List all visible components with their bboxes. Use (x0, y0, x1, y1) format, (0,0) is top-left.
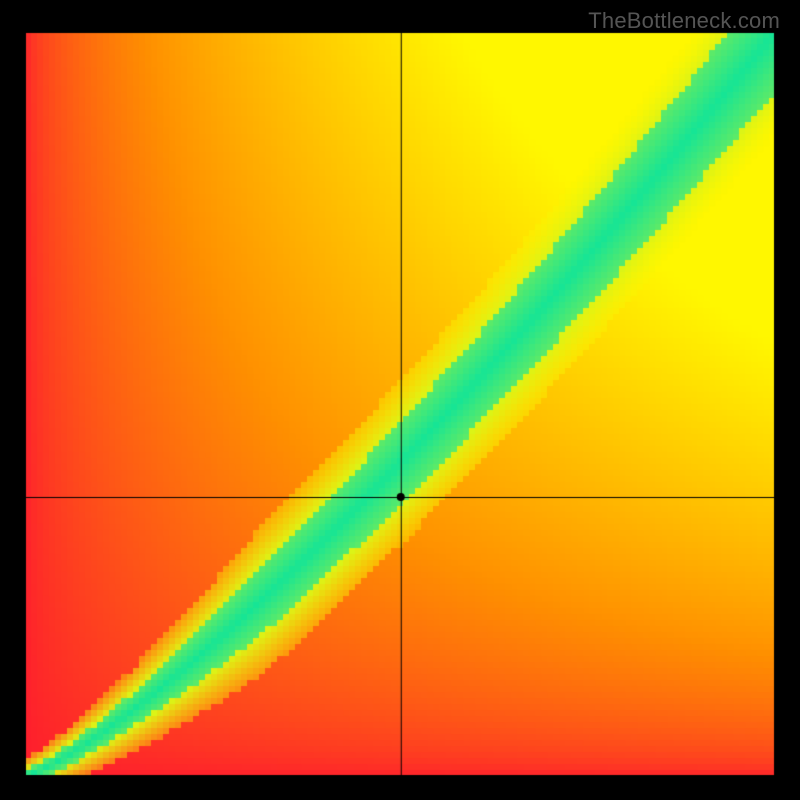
watermark-text: TheBottleneck.com (588, 8, 780, 34)
bottleneck-heatmap (0, 0, 800, 800)
chart-container: { "watermark": "TheBottleneck.com", "cha… (0, 0, 800, 800)
